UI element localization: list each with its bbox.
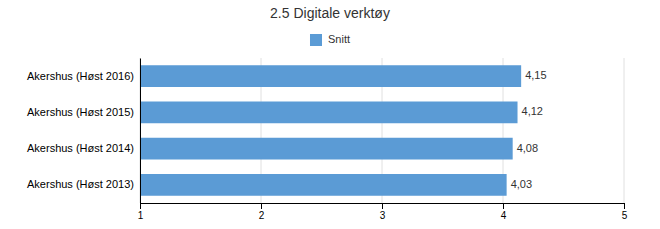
y-tick: Akershus (Høst 2016) (27, 70, 140, 82)
x-tick-label: 5 (622, 210, 628, 221)
y-axis-line (140, 59, 141, 204)
y-tick-label: Akershus (Høst 2013) (27, 178, 134, 190)
grid-line (624, 58, 625, 203)
x-tick-mark (140, 203, 141, 209)
chart-container: 2.5 Digitale verktøy Snitt 1 2 3 4 5 Akershus (… (0, 0, 660, 229)
data-label: 4,15 (525, 69, 546, 81)
bar (140, 102, 518, 124)
title: 2.5 Digitale verktøy (270, 5, 390, 21)
bar (140, 65, 521, 87)
y-axis: Akershus (Høst 2016) Akershus (Høst 2015)… (27, 59, 140, 204)
x-tick: 3 (380, 203, 386, 221)
x-tick-mark (382, 203, 383, 209)
y-tick: Akershus (Høst 2015) (27, 106, 140, 118)
legend: Snitt (310, 33, 350, 46)
chart-svg: 2.5 Digitale verktøy Snitt 1 2 3 4 5 Akershus (… (0, 0, 660, 229)
x-tick-mark (503, 203, 504, 209)
x-tick-mark (624, 203, 625, 209)
data-label: 4,12 (522, 105, 543, 117)
x-axis-line (141, 204, 625, 210)
x-tick: 4 (501, 203, 507, 221)
plot: 12345Akershus (Høst 2016)Akershus (Høst … (27, 58, 628, 221)
bar (140, 138, 513, 160)
x-tick-mark (261, 203, 262, 209)
x-tick-label: 1 (138, 210, 144, 221)
legend-label: Snitt (328, 33, 350, 45)
x-tick: 2 (259, 203, 265, 221)
data-label: 4,08 (517, 142, 538, 154)
y-tick-label: Akershus (Høst 2014) (27, 142, 134, 154)
y-tick-label: Akershus (Høst 2015) (27, 106, 134, 118)
y-tick: Akershus (Høst 2014) (27, 142, 140, 154)
y-tick: Akershus (Høst 2013) (27, 178, 140, 190)
y-tick-label: Akershus (Høst 2016) (27, 70, 134, 82)
grid-line (140, 58, 141, 203)
x-tick: 5 (622, 203, 628, 221)
x-axis: 1 2 3 4 5 (138, 203, 628, 221)
x-tick: 1 (138, 203, 144, 221)
x-tick-label: 4 (501, 210, 507, 221)
data-labels: 4,15 4,12 4,08 4,03 (511, 69, 547, 190)
bars (140, 65, 521, 196)
data-label: 4,03 (511, 178, 532, 190)
bar (140, 174, 507, 196)
grid (140, 58, 624, 203)
x-tick-label: 2 (259, 210, 265, 221)
x-tick-label: 3 (380, 210, 386, 221)
legend-swatch (310, 34, 322, 46)
